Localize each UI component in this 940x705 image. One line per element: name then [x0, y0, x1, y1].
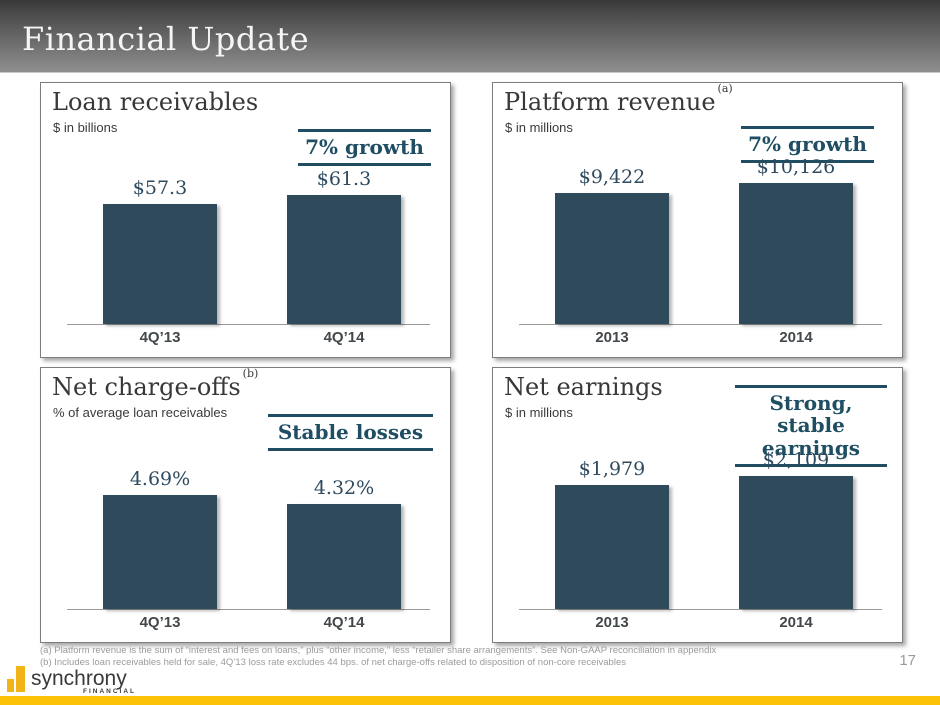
panel-title-text: Net charge-offs [52, 373, 241, 401]
bar-column: 4.32% 4Q’14 [287, 477, 401, 631]
bar [287, 195, 401, 324]
footnotes: (a) Platform revenue is the sum of “inte… [40, 645, 716, 669]
category-label: 2013 [595, 614, 629, 631]
chart-panel-platform-revenue: Platform revenue (a) $ in millions 7% gro… [492, 82, 903, 358]
growth-callout: 7% growth [298, 129, 431, 167]
category-label: 4Q’14 [323, 329, 365, 346]
bar-value-label: 4.69% [129, 468, 191, 490]
panel-title-superscript: (a) [717, 82, 733, 95]
bar-chart: $9,422 2013 $10,126 2014 [519, 125, 882, 346]
category-label: 2014 [779, 614, 813, 631]
footnote-a: (a) Platform revenue is the sum of “inte… [40, 645, 717, 656]
panel-title: Net earnings [504, 373, 663, 401]
panel-subtitle: $ in millions [505, 120, 573, 135]
category-label: 4Q’14 [323, 614, 365, 631]
bar [555, 193, 669, 324]
bar-value-label: $1,979 [578, 458, 646, 480]
bar [739, 183, 853, 324]
category-label: 2014 [779, 329, 813, 346]
bar-column: $9,422 2013 [555, 166, 669, 346]
bar-chart: $57.3 4Q’13 $61.3 4Q’14 [67, 125, 430, 346]
panel-title: Platform revenue (a) [504, 82, 733, 116]
bar-column: $61.3 4Q’14 [287, 168, 401, 346]
panel-subtitle: % of average loan receivables [53, 405, 228, 420]
page-number: 17 [899, 652, 916, 669]
logo-wordmark: synchrony [31, 667, 127, 690]
category-label: 4Q’13 [139, 329, 181, 346]
bar-value-label: $9,422 [578, 166, 646, 188]
chart-panel-net-charge-offs: Net charge-offs (b) % of average loan rec… [40, 367, 451, 643]
chart-panel-loan-receivables: Loan receivables $ in billions 7% growth… [40, 82, 451, 358]
bar-value-label: $10,126 [756, 156, 836, 178]
bar [103, 495, 217, 609]
brand-gold-strip [0, 696, 940, 705]
chart-panel-net-earnings: Net earnings $ in millions Strong, stabl… [492, 367, 903, 643]
bar-value-label: $61.3 [316, 168, 372, 190]
bar-column: $1,979 2013 [555, 458, 669, 631]
earnings-callout: Strong, stable earnings [735, 385, 887, 468]
panel-subtitle: $ in millions [505, 405, 573, 420]
bar-column: 4.69% 4Q’13 [103, 468, 217, 631]
slide-title: Financial Update [22, 20, 310, 58]
panel-subtitle: $ in billions [53, 120, 118, 135]
panel-title-text: Platform revenue [504, 88, 716, 116]
bar-column: $57.3 4Q’13 [103, 177, 217, 346]
stability-callout: Stable losses [268, 414, 433, 452]
panel-title: Net charge-offs (b) [52, 367, 258, 401]
growth-callout: 7% growth [741, 126, 874, 164]
bar [287, 504, 401, 609]
footnote-b: (b) Includes loan receivables held for s… [40, 657, 626, 668]
bar-chart-logo-icon [7, 665, 27, 692]
panel-title-text: Net earnings [504, 373, 663, 401]
bar-column: $10,126 2014 [739, 156, 853, 346]
category-label: 2013 [595, 329, 629, 346]
panel-title-text: Loan receivables [52, 88, 259, 116]
category-label: 4Q’13 [139, 614, 181, 631]
bar [103, 204, 217, 324]
bar-column: $2,109 2014 [739, 449, 853, 631]
panel-title-superscript: (b) [242, 367, 259, 380]
bar-value-label: 4.32% [313, 477, 375, 499]
bar-chart: $1,979 2013 $2,109 2014 [519, 410, 882, 631]
bar-chart: 4.69% 4Q’13 4.32% 4Q’14 [67, 410, 430, 631]
bar-value-label: $2,109 [762, 449, 830, 471]
logo-sub-label: FINANCIAL [83, 688, 137, 695]
bar [555, 485, 669, 609]
bar [739, 476, 853, 609]
slide-header: Financial Update [0, 0, 940, 73]
panel-title: Loan receivables [52, 88, 258, 116]
bar-value-label: $57.3 [132, 177, 188, 199]
